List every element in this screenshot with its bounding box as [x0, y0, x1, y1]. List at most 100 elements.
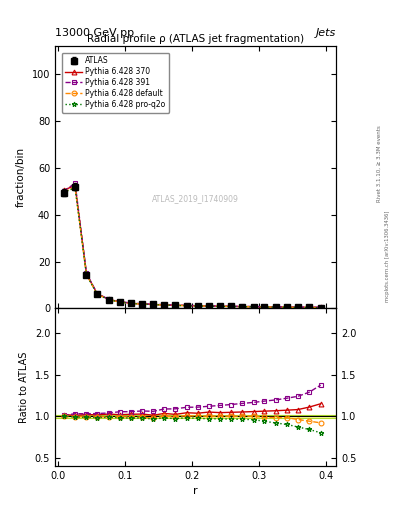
Pythia 6.428 391 [173, 302, 178, 308]
Pythia 6.428 391 [307, 304, 312, 310]
Pythia 6.428 default [140, 301, 144, 307]
Pythia 6.428 pro-q2o [162, 302, 166, 308]
Pythia 6.428 391 [240, 303, 245, 309]
Pythia 6.428 391 [195, 303, 200, 309]
Pythia 6.428 pro-q2o [240, 304, 245, 310]
Pythia 6.428 370 [252, 304, 256, 310]
Pythia 6.428 370 [195, 303, 200, 309]
Pythia 6.428 pro-q2o [296, 304, 300, 310]
Pythia 6.428 391 [151, 301, 156, 307]
Pythia 6.428 370 [162, 302, 166, 308]
Pythia 6.428 391 [207, 303, 211, 309]
Pythia 6.428 370 [296, 304, 300, 310]
Pythia 6.428 default [173, 302, 178, 308]
Pythia 6.428 default [285, 304, 290, 310]
Pythia 6.428 pro-q2o [140, 301, 144, 307]
Pythia 6.428 pro-q2o [229, 304, 233, 310]
Line: Pythia 6.428 default: Pythia 6.428 default [61, 185, 323, 310]
Pythia 6.428 391 [128, 300, 133, 306]
Pythia 6.428 default [162, 302, 166, 308]
Pythia 6.428 pro-q2o [262, 304, 267, 310]
Pythia 6.428 default [262, 304, 267, 310]
Text: Rivet 3.1.10, ≥ 3.3M events: Rivet 3.1.10, ≥ 3.3M events [377, 125, 382, 202]
Pythia 6.428 default [151, 302, 156, 308]
Y-axis label: Ratio to ATLAS: Ratio to ATLAS [19, 352, 29, 423]
Pythia 6.428 default [73, 184, 77, 190]
Pythia 6.428 default [274, 304, 278, 310]
Pythia 6.428 370 [106, 296, 111, 303]
Pythia 6.428 default [207, 303, 211, 309]
Line: Pythia 6.428 391: Pythia 6.428 391 [61, 181, 323, 310]
Pythia 6.428 pro-q2o [118, 299, 122, 305]
Pythia 6.428 370 [140, 301, 144, 307]
Pythia 6.428 default [84, 272, 89, 278]
Pythia 6.428 391 [252, 304, 256, 310]
Title: Radial profile ρ (ATLAS jet fragmentation): Radial profile ρ (ATLAS jet fragmentatio… [87, 34, 304, 44]
Pythia 6.428 391 [73, 180, 77, 186]
Pythia 6.428 370 [229, 303, 233, 309]
Pythia 6.428 370 [84, 271, 89, 277]
Pythia 6.428 pro-q2o [307, 305, 312, 311]
Pythia 6.428 370 [207, 303, 211, 309]
Text: mcplots.cern.ch [arXiv:1306.3436]: mcplots.cern.ch [arXiv:1306.3436] [385, 210, 389, 302]
Pythia 6.428 pro-q2o [184, 303, 189, 309]
Pythia 6.428 391 [184, 302, 189, 308]
Pythia 6.428 391 [140, 301, 144, 307]
Pythia 6.428 370 [173, 302, 178, 308]
Pythia 6.428 370 [240, 304, 245, 310]
Pythia 6.428 391 [95, 290, 99, 296]
Pythia 6.428 391 [262, 304, 267, 310]
Pythia 6.428 pro-q2o [151, 302, 156, 308]
Pythia 6.428 default [184, 303, 189, 309]
Pythia 6.428 pro-q2o [106, 296, 111, 303]
Text: Jets: Jets [316, 28, 336, 38]
Pythia 6.428 370 [274, 304, 278, 310]
Pythia 6.428 pro-q2o [207, 303, 211, 309]
Pythia 6.428 370 [218, 303, 222, 309]
Pythia 6.428 pro-q2o [84, 272, 89, 278]
Pythia 6.428 391 [162, 302, 166, 308]
Pythia 6.428 370 [118, 298, 122, 305]
Pythia 6.428 default [195, 303, 200, 309]
Pythia 6.428 pro-q2o [128, 301, 133, 307]
Line: Pythia 6.428 pro-q2o: Pythia 6.428 pro-q2o [61, 185, 323, 310]
Pythia 6.428 391 [106, 296, 111, 302]
Pythia 6.428 391 [285, 304, 290, 310]
Pythia 6.428 391 [118, 298, 122, 305]
Pythia 6.428 default [95, 291, 99, 297]
Legend: ATLAS, Pythia 6.428 370, Pythia 6.428 391, Pythia 6.428 default, Pythia 6.428 pr: ATLAS, Pythia 6.428 370, Pythia 6.428 39… [62, 53, 169, 113]
Pythia 6.428 370 [151, 302, 156, 308]
Pythia 6.428 pro-q2o [95, 291, 99, 297]
Pythia 6.428 default [252, 304, 256, 310]
Pythia 6.428 370 [73, 182, 77, 188]
Pythia 6.428 default [128, 301, 133, 307]
Pythia 6.428 pro-q2o [173, 303, 178, 309]
Pythia 6.428 370 [95, 291, 99, 297]
Pythia 6.428 pro-q2o [73, 185, 77, 191]
Pythia 6.428 391 [318, 304, 323, 310]
Pythia 6.428 370 [61, 187, 66, 193]
Pythia 6.428 391 [274, 304, 278, 310]
Pythia 6.428 pro-q2o [285, 304, 290, 310]
Pythia 6.428 391 [296, 304, 300, 310]
Pythia 6.428 default [61, 189, 66, 195]
Pythia 6.428 370 [285, 304, 290, 310]
Text: 13000 GeV pp: 13000 GeV pp [55, 28, 134, 38]
Pythia 6.428 370 [307, 304, 312, 310]
Pythia 6.428 391 [61, 188, 66, 195]
Pythia 6.428 default [229, 304, 233, 310]
Text: ATLAS_2019_I1740909: ATLAS_2019_I1740909 [152, 194, 239, 203]
Pythia 6.428 391 [218, 303, 222, 309]
Line: Pythia 6.428 370: Pythia 6.428 370 [61, 183, 323, 310]
Pythia 6.428 default [240, 304, 245, 310]
Y-axis label: fraction/bin: fraction/bin [16, 147, 26, 207]
Pythia 6.428 370 [318, 304, 323, 310]
Pythia 6.428 pro-q2o [318, 305, 323, 311]
Pythia 6.428 default [318, 305, 323, 311]
Pythia 6.428 370 [128, 300, 133, 306]
X-axis label: r: r [193, 486, 198, 496]
Pythia 6.428 default [296, 304, 300, 310]
Pythia 6.428 default [218, 303, 222, 309]
Pythia 6.428 391 [229, 303, 233, 309]
Pythia 6.428 default [118, 299, 122, 305]
